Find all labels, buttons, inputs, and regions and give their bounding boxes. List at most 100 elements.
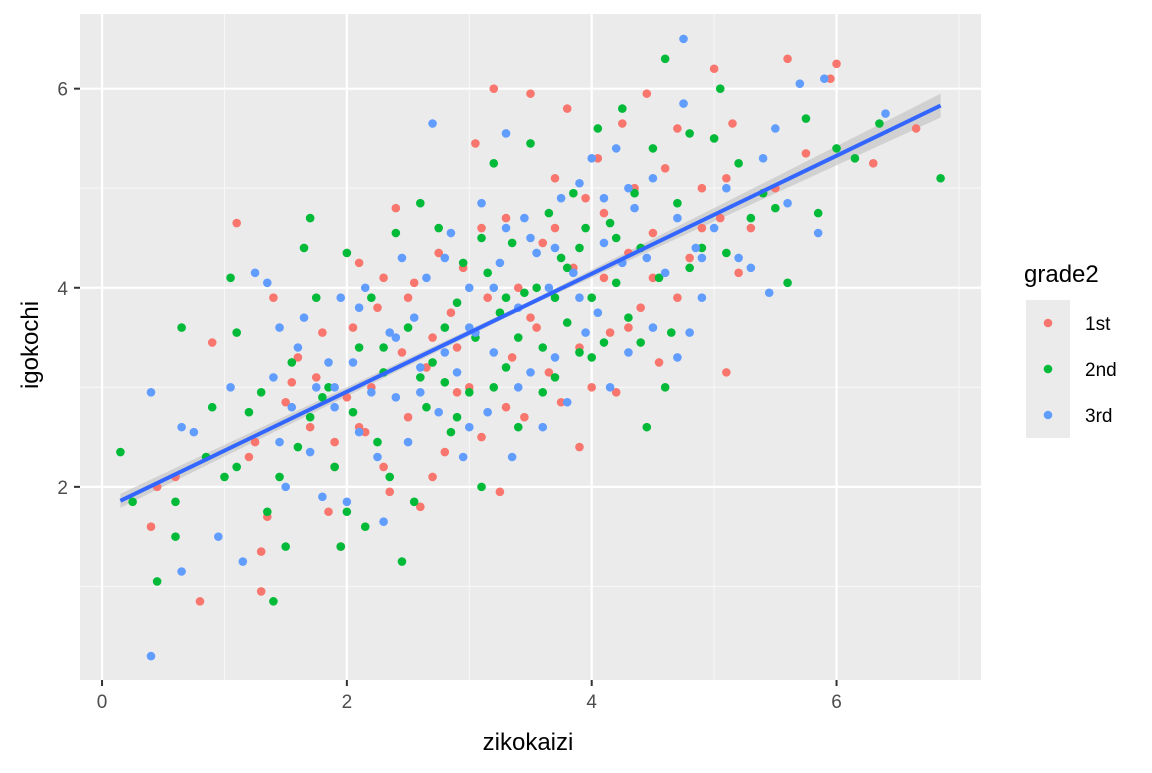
data-point bbox=[660, 54, 670, 64]
data-point bbox=[666, 328, 676, 337]
data-point bbox=[771, 203, 780, 213]
data-point bbox=[813, 228, 823, 238]
data-point bbox=[446, 228, 456, 238]
data-point bbox=[440, 253, 450, 263]
data-point bbox=[391, 203, 401, 213]
data-point bbox=[428, 119, 437, 128]
data-point bbox=[354, 258, 364, 268]
data-point bbox=[385, 328, 395, 337]
data-point bbox=[244, 452, 254, 462]
data-point bbox=[636, 338, 645, 347]
data-point bbox=[452, 368, 462, 377]
data-point bbox=[832, 59, 841, 69]
data-point bbox=[648, 273, 658, 283]
data-point bbox=[403, 412, 413, 422]
data-point bbox=[550, 353, 560, 362]
data-point bbox=[642, 253, 652, 263]
data-point bbox=[575, 293, 584, 303]
data-point bbox=[464, 387, 474, 397]
data-point bbox=[324, 383, 333, 392]
data-point bbox=[354, 427, 364, 437]
data-point bbox=[397, 253, 407, 263]
data-point bbox=[177, 422, 186, 432]
data-point bbox=[440, 323, 450, 332]
data-point bbox=[220, 472, 229, 482]
data-point bbox=[232, 218, 241, 228]
legend-item-1st: 1st bbox=[1026, 300, 1111, 346]
data-point bbox=[562, 104, 572, 113]
data-point bbox=[538, 422, 548, 432]
data-point bbox=[397, 557, 407, 566]
data-point bbox=[348, 407, 358, 417]
data-point bbox=[348, 323, 358, 332]
data-point bbox=[409, 497, 419, 507]
data-point bbox=[624, 348, 633, 357]
data-point bbox=[936, 173, 945, 183]
data-point bbox=[599, 193, 609, 203]
x-axis-label: zikokaizi bbox=[483, 729, 574, 756]
data-point bbox=[354, 303, 364, 312]
data-point bbox=[569, 268, 578, 278]
data-point bbox=[746, 223, 756, 233]
data-point bbox=[550, 223, 560, 233]
data-point bbox=[336, 542, 346, 551]
data-point bbox=[648, 144, 658, 153]
data-point bbox=[501, 223, 511, 233]
data-point bbox=[501, 293, 511, 303]
data-point bbox=[526, 313, 535, 322]
data-point bbox=[673, 213, 682, 223]
data-point bbox=[269, 293, 278, 303]
data-point bbox=[697, 243, 707, 253]
data-point bbox=[483, 407, 492, 417]
data-point bbox=[501, 213, 511, 223]
data-point bbox=[471, 139, 480, 148]
data-point bbox=[452, 298, 462, 307]
data-point bbox=[311, 383, 321, 392]
data-point bbox=[440, 348, 450, 357]
data-point bbox=[250, 437, 260, 447]
legend-item-3rd: 3rd bbox=[1026, 392, 1112, 438]
data-point bbox=[128, 497, 137, 507]
data-point bbox=[281, 397, 290, 407]
axes: 0 2 4 6 2 4 6 bbox=[57, 80, 841, 713]
data-point bbox=[556, 193, 566, 203]
data-point bbox=[275, 472, 284, 482]
data-point bbox=[581, 328, 590, 337]
data-point bbox=[446, 427, 456, 437]
data-point bbox=[544, 368, 554, 377]
data-points bbox=[116, 34, 945, 661]
data-point bbox=[660, 164, 670, 173]
data-point bbox=[385, 472, 395, 482]
data-point bbox=[330, 437, 339, 447]
data-point bbox=[562, 263, 572, 273]
data-point bbox=[513, 333, 523, 342]
data-point bbox=[305, 422, 315, 432]
data-point bbox=[691, 243, 701, 253]
data-point bbox=[575, 348, 584, 357]
data-point bbox=[715, 213, 725, 223]
data-point bbox=[318, 492, 327, 502]
data-point bbox=[177, 567, 186, 576]
data-point bbox=[660, 383, 670, 392]
regression-line-group bbox=[119, 103, 942, 503]
data-point bbox=[538, 343, 548, 352]
x-tick-label: 4 bbox=[586, 692, 597, 713]
data-point bbox=[648, 173, 658, 183]
data-point bbox=[722, 248, 731, 258]
data-point bbox=[146, 651, 156, 661]
data-point bbox=[385, 487, 395, 497]
data-point bbox=[458, 452, 468, 462]
data-point bbox=[587, 154, 597, 163]
data-point bbox=[673, 353, 682, 362]
data-point bbox=[654, 358, 664, 367]
data-point bbox=[428, 358, 437, 367]
data-point bbox=[311, 373, 321, 382]
data-point bbox=[299, 243, 309, 253]
data-point bbox=[550, 373, 560, 382]
data-point bbox=[330, 402, 339, 412]
legend: grade2 1st 2nd 3rd bbox=[1024, 261, 1117, 438]
data-point bbox=[881, 109, 890, 118]
data-point bbox=[434, 407, 443, 417]
data-point bbox=[305, 213, 315, 223]
legend-key-point bbox=[1043, 410, 1053, 420]
